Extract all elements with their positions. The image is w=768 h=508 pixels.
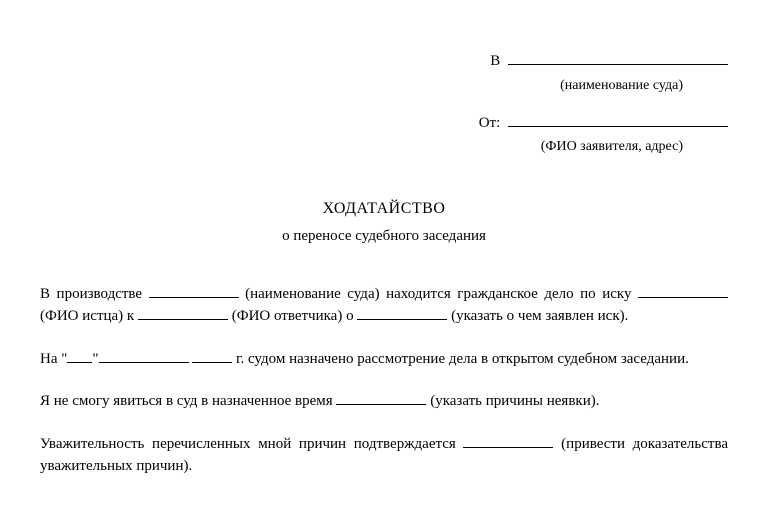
from-label: От: bbox=[479, 112, 501, 135]
p1-hint4: (указать о чем заявлен иск). bbox=[447, 308, 628, 324]
paragraph-3: Я не смогу явиться в суд в назначенное в… bbox=[40, 390, 728, 413]
p3-text1: Я не смогу явиться в суд в назначенное в… bbox=[40, 393, 336, 409]
title-block: ХОДАТАЙСТВО о переносе судебного заседан… bbox=[40, 197, 728, 248]
paragraph-1: В производстве (наименование суда) наход… bbox=[40, 283, 728, 328]
blank-day bbox=[67, 349, 92, 363]
from-blank bbox=[508, 113, 728, 127]
document-subtitle: о переносе судебного заседания bbox=[40, 225, 728, 248]
blank-claim bbox=[357, 306, 447, 320]
p4-text1: Уважительность перечисленных мной причин… bbox=[40, 436, 463, 452]
blank-reason bbox=[336, 391, 426, 405]
p2-text1: На " bbox=[40, 351, 67, 367]
p2-text3: г. судом назначено рассмотрение дела в о… bbox=[232, 351, 689, 367]
p1-hint1: (наименование суда) находится гражданско… bbox=[239, 286, 638, 302]
from-line: От: bbox=[40, 112, 728, 135]
document-title: ХОДАТАЙСТВО bbox=[40, 197, 728, 221]
to-hint: (наименование суда) bbox=[40, 75, 728, 96]
to-blank bbox=[508, 51, 728, 65]
blank-defendant bbox=[138, 306, 228, 320]
blank-plaintiff bbox=[638, 284, 728, 298]
blank-year bbox=[192, 349, 232, 363]
to-line: В bbox=[40, 50, 728, 73]
to-label: В bbox=[490, 50, 500, 73]
p1-hint2: (ФИО истца) к bbox=[40, 308, 138, 324]
document-header: В (наименование суда) От: (ФИО заявителя… bbox=[40, 50, 728, 157]
paragraph-2: На "" г. судом назначено рассмотрение де… bbox=[40, 348, 728, 371]
blank-proof bbox=[463, 434, 553, 448]
p3-hint1: (указать причины неявки). bbox=[426, 393, 599, 409]
from-hint: (ФИО заявителя, адрес) bbox=[40, 136, 728, 157]
paragraph-4: Уважительность перечисленных мной причин… bbox=[40, 433, 728, 478]
p1-hint3: (ФИО ответчика) о bbox=[228, 308, 357, 324]
blank-court bbox=[149, 284, 239, 298]
p1-text1: В производстве bbox=[40, 286, 149, 302]
blank-month bbox=[99, 349, 189, 363]
